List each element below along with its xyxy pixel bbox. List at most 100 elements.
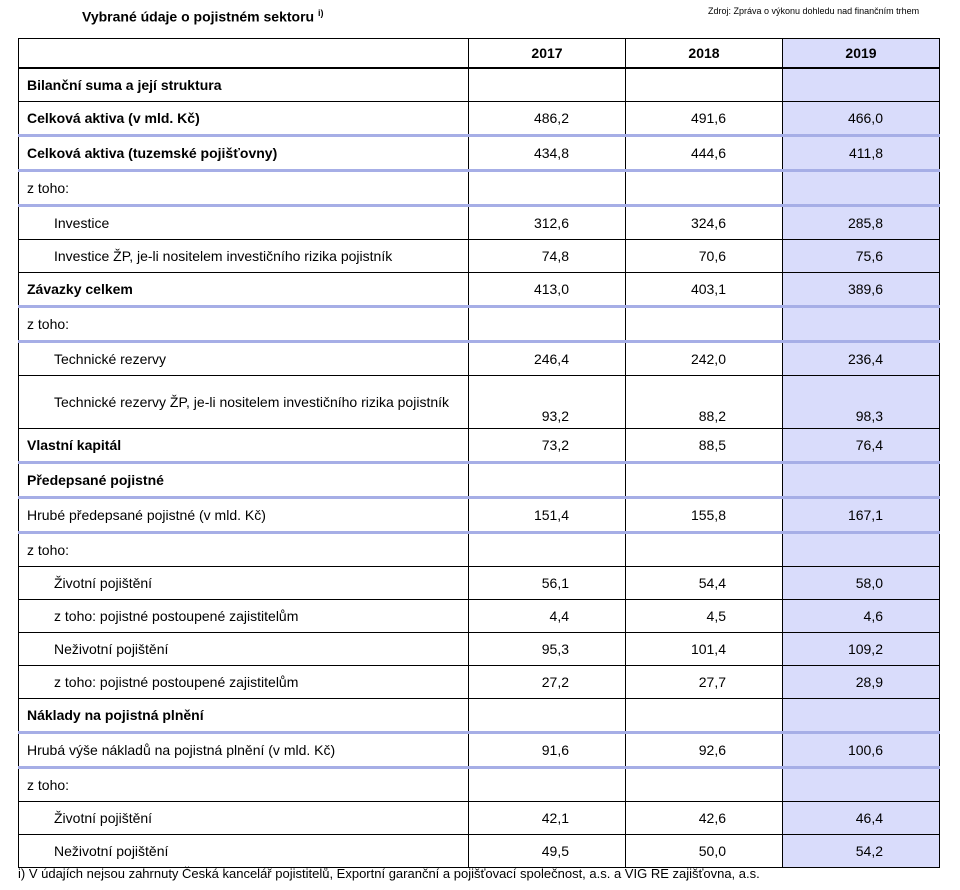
cell-2017: 42,1 (468, 801, 626, 835)
cell-2017 (468, 67, 626, 102)
cell-2019: 109,2 (782, 632, 940, 666)
cell-2019 (782, 698, 940, 734)
cell-2018: 88,5 (625, 428, 783, 464)
cell-2019: 28,9 (782, 665, 940, 699)
cell-2018: 242,0 (625, 341, 783, 376)
row-label: Bilanční suma a její struktura (18, 67, 469, 102)
cell-2018 (625, 170, 783, 207)
row-label: z toho: (18, 532, 469, 567)
cell-2017 (468, 767, 626, 802)
cell-2017: 56,1 (468, 566, 626, 600)
cell-2019: 167,1 (782, 497, 940, 534)
cell-2019: 411,8 (782, 135, 940, 172)
table-row: Celková aktiva (v mld. Kč) 486,2 491,6 466,… (18, 101, 940, 137)
table-row: Celková aktiva (tuzemské pojišťovny) 434,… (18, 135, 940, 172)
table-row: z toho: (18, 306, 940, 343)
cell-2018: 101,4 (625, 632, 783, 666)
cell-2018: 324,6 (625, 205, 783, 240)
row-label: Neživotní pojištění (18, 834, 469, 868)
row-label: Náklady na pojistná plnění (18, 698, 469, 734)
cell-2019: 98,3 (782, 375, 940, 429)
cell-2017: 312,6 (468, 205, 626, 240)
table-row: Životní pojištění 42,1 42,6 46,4 (18, 801, 940, 835)
row-label: z toho: (18, 767, 469, 802)
table-row: Vlastní kapitál 73,2 88,5 76,4 (18, 428, 940, 464)
cell-2019 (782, 532, 940, 567)
cell-2017: 486,2 (468, 101, 626, 137)
column-header-2019: 2019 (782, 38, 940, 69)
cell-2018: 27,7 (625, 665, 783, 699)
cell-2018: 403,1 (625, 272, 783, 308)
cell-2018: 92,6 (625, 732, 783, 769)
row-label: z toho: (18, 306, 469, 343)
row-label: Vlastní kapitál (18, 428, 469, 464)
cell-2018: 444,6 (625, 135, 783, 172)
cell-2019: 100,6 (782, 732, 940, 769)
cell-2018: 50,0 (625, 834, 783, 868)
cell-2019: 236,4 (782, 341, 940, 376)
cell-2017: 49,5 (468, 834, 626, 868)
column-header-2017: 2017 (468, 38, 626, 69)
cell-2017: 74,8 (468, 239, 626, 273)
cell-2017 (468, 170, 626, 207)
cell-2019: 389,6 (782, 272, 940, 308)
cell-2019: 75,6 (782, 239, 940, 273)
table-row: z toho: (18, 532, 940, 567)
row-label: Životní pojištění (18, 566, 469, 600)
table-row: Závazky celkem 413,0 403,1 389,6 (18, 272, 940, 308)
table-row: Investice 312,6 324,6 285,8 (18, 205, 940, 240)
row-label: Neživotní pojištění (18, 632, 469, 666)
cell-2018 (625, 67, 783, 102)
cell-2019: 76,4 (782, 428, 940, 464)
row-label: z toho: pojistné postoupené zajistitelům (18, 665, 469, 699)
table-row: z toho: pojistné postoupené zajistitelům… (18, 665, 940, 699)
insurance-sector-table: 2017 2018 2019 Bilanční suma a její stru… (18, 38, 940, 868)
cell-2017: 95,3 (468, 632, 626, 666)
cell-2019 (782, 462, 940, 499)
column-header-label (18, 38, 469, 69)
table-row: z toho: (18, 767, 940, 802)
row-label: z toho: pojistné postoupené zajistitelům (18, 599, 469, 633)
row-label: Hrubá výše nákladů na pojistná plnění (v… (18, 732, 469, 769)
row-label: Investice ŽP, je-li nositelem investiční… (18, 239, 469, 273)
row-label: Závazky celkem (18, 272, 469, 308)
cell-2018: 54,4 (625, 566, 783, 600)
cell-2017 (468, 462, 626, 499)
cell-2018 (625, 698, 783, 734)
cell-2019: 4,6 (782, 599, 940, 633)
cell-2017: 151,4 (468, 497, 626, 534)
cell-2018 (625, 462, 783, 499)
row-label: Celková aktiva (tuzemské pojišťovny) (18, 135, 469, 172)
table-title: Vybrané údaje o pojistném sektoru i) (82, 8, 323, 25)
table-header-row: 2017 2018 2019 (18, 38, 940, 69)
cell-2017 (468, 306, 626, 343)
source-note: Zdroj: Zpráva o výkonu dohledu nad finan… (708, 6, 920, 16)
row-label: Technické rezervy ŽP, je-li nositelem in… (18, 375, 469, 429)
cell-2017: 246,4 (468, 341, 626, 376)
cell-2019: 46,4 (782, 801, 940, 835)
cell-2018 (625, 532, 783, 567)
cell-2017: 93,2 (468, 375, 626, 429)
footnote: i) V údajích nejsou zahrnuty Česká kance… (18, 866, 760, 881)
cell-2018: 42,6 (625, 801, 783, 835)
row-label: Technické rezervy (18, 341, 469, 376)
cell-2019 (782, 767, 940, 802)
cell-2019 (782, 306, 940, 343)
cell-2017: 27,2 (468, 665, 626, 699)
table-row: Náklady na pojistná plnění (18, 698, 940, 734)
table-row: z toho: (18, 170, 940, 207)
table-row: Životní pojištění 56,1 54,4 58,0 (18, 566, 940, 600)
table-row: z toho: pojistné postoupené zajistitelům… (18, 599, 940, 633)
row-label: z toho: (18, 170, 469, 207)
row-label: Celková aktiva (v mld. Kč) (18, 101, 469, 137)
cell-2019: 285,8 (782, 205, 940, 240)
cell-2018: 4,5 (625, 599, 783, 633)
cell-2017 (468, 698, 626, 734)
column-header-2018: 2018 (625, 38, 783, 69)
row-label: Investice (18, 205, 469, 240)
title-text: Vybrané údaje o pojistném sektoru (82, 8, 315, 25)
title-footnote-marker: i) (317, 8, 324, 18)
table-row: Předepsané pojistné (18, 462, 940, 499)
table-row: Neživotní pojištění 95,3 101,4 109,2 (18, 632, 940, 666)
cell-2019 (782, 170, 940, 207)
